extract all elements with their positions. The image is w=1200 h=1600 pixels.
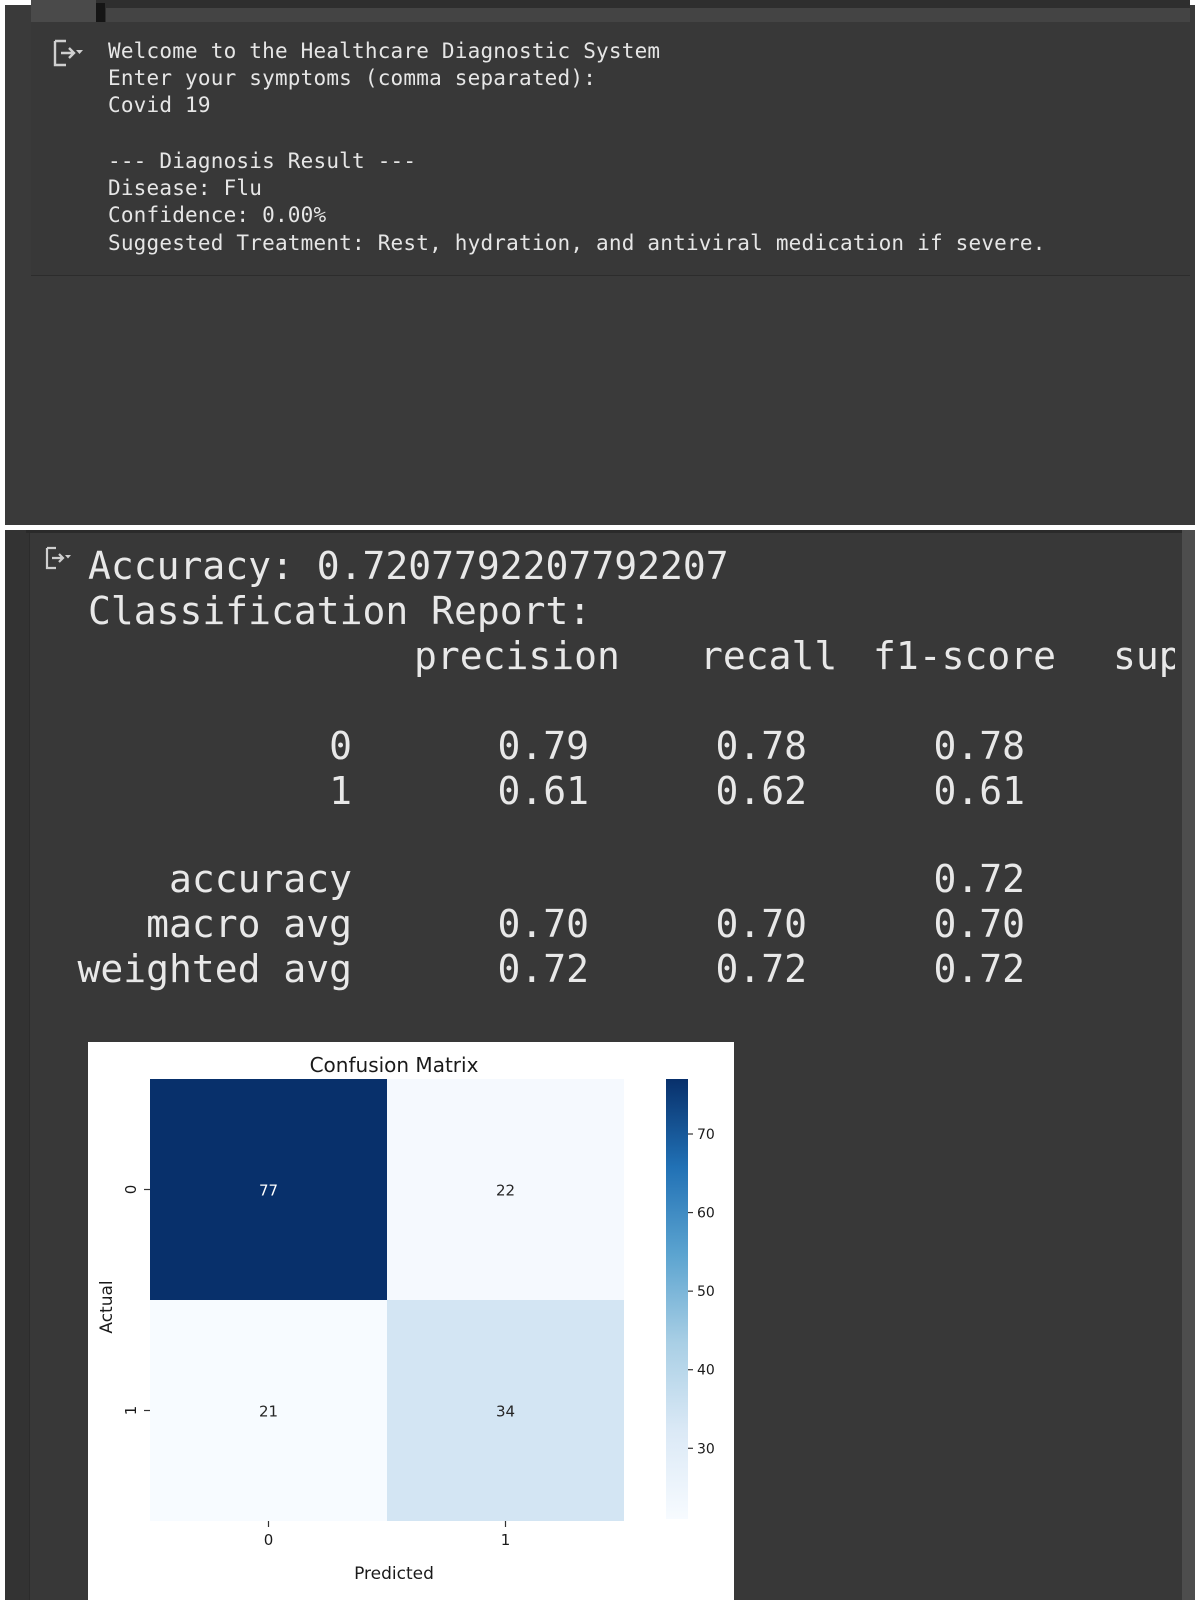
colorbar-tick-label: 40 bbox=[697, 1363, 715, 1379]
cell-cursor-marker bbox=[96, 3, 105, 22]
column-header-support: sup bbox=[1113, 634, 1175, 678]
row-label: 1 bbox=[329, 769, 352, 813]
y-axis-label: Actual bbox=[97, 1280, 117, 1333]
x-axis-label: Predicted bbox=[354, 1564, 434, 1584]
heatmap-cell-value: 34 bbox=[496, 1403, 515, 1421]
x-tick-label: 1 bbox=[501, 1531, 511, 1549]
column-header-recall: recall bbox=[700, 634, 838, 678]
heatmap-cell bbox=[150, 1300, 387, 1521]
cell-run-area[interactable] bbox=[31, 0, 96, 22]
accuracy-line: Accuracy: 0.7207792207792207 bbox=[88, 544, 729, 588]
column-header-precision: precision bbox=[414, 634, 620, 678]
confusion-matrix-figure: Confusion Matrix 77 22 21 34 0 1 0 1 Predicte… bbox=[88, 1042, 734, 1600]
precision-value: 0.79 bbox=[497, 724, 589, 768]
heatmap-cell-value: 22 bbox=[496, 1182, 515, 1200]
precision-value: 0.61 bbox=[497, 769, 589, 813]
column-header-f1-score: f1-score bbox=[873, 634, 1057, 678]
f1-value: 0.78 bbox=[933, 724, 1025, 768]
report-heading: Classification Report: bbox=[88, 589, 592, 633]
colorbar-tick-label: 60 bbox=[697, 1206, 715, 1222]
f1-value: 0.72 bbox=[933, 947, 1025, 991]
terminal-line-result-head: --- Diagnosis Result --- bbox=[108, 149, 417, 173]
colorbar-tick-label: 50 bbox=[697, 1284, 715, 1300]
heatmap-cell-value: 77 bbox=[259, 1182, 278, 1200]
row-label: weighted avg bbox=[77, 947, 352, 991]
terminal-line-prompt: Enter your symptoms (comma separated): bbox=[108, 66, 597, 90]
f1-value: 0.70 bbox=[933, 902, 1025, 946]
recall-value: 0.72 bbox=[715, 947, 807, 991]
chart-title: Confusion Matrix bbox=[310, 1053, 479, 1077]
terminal-line-input: Covid 19 bbox=[108, 93, 211, 117]
x-tick-label: 0 bbox=[264, 1531, 274, 1549]
confusion-matrix-chart: Confusion Matrix 77 22 21 34 0 1 0 1 Predicte… bbox=[97, 1053, 715, 1584]
output-collapse-icon[interactable] bbox=[52, 38, 84, 68]
row-label: macro avg bbox=[146, 902, 352, 946]
row-label: accuracy bbox=[168, 857, 352, 901]
recall-value: 0.78 bbox=[715, 724, 807, 768]
heatmap-cell-value: 21 bbox=[259, 1403, 278, 1421]
precision-value: 0.72 bbox=[497, 947, 589, 991]
cell-output-area bbox=[31, 22, 1190, 276]
f1-value: 0.72 bbox=[933, 857, 1025, 901]
output-collapse-icon[interactable] bbox=[44, 545, 72, 571]
heatmap-cell bbox=[387, 1300, 624, 1521]
cell-divider bbox=[26, 530, 1195, 533]
terminal-line-confidence: Confidence: 0.00% bbox=[108, 203, 327, 227]
colorbar bbox=[666, 1079, 688, 1519]
output-scrollbar[interactable] bbox=[1182, 530, 1195, 1600]
terminal-line-disease: Disease: Flu bbox=[108, 176, 263, 200]
recall-value: 0.62 bbox=[715, 769, 807, 813]
recall-value: 0.70 bbox=[715, 902, 807, 946]
f1-value: 0.61 bbox=[933, 769, 1025, 813]
precision-value: 0.70 bbox=[497, 902, 589, 946]
colorbar-tick-label: 30 bbox=[697, 1441, 715, 1457]
cell-gutter bbox=[5, 530, 30, 1600]
cell-input-track[interactable] bbox=[106, 8, 1190, 22]
heatmap-cell bbox=[150, 1079, 387, 1300]
y-tick-label: 1 bbox=[122, 1406, 140, 1416]
heatmap-cell bbox=[387, 1079, 624, 1300]
y-tick-label: 0 bbox=[122, 1185, 140, 1195]
row-label: 0 bbox=[329, 724, 352, 768]
terminal-line-welcome: Welcome to the Healthcare Diagnostic Sys… bbox=[108, 39, 661, 63]
colorbar-tick-label: 70 bbox=[697, 1127, 715, 1143]
terminal-line-treatment: Suggested Treatment: Rest, hydration, an… bbox=[108, 231, 1046, 255]
